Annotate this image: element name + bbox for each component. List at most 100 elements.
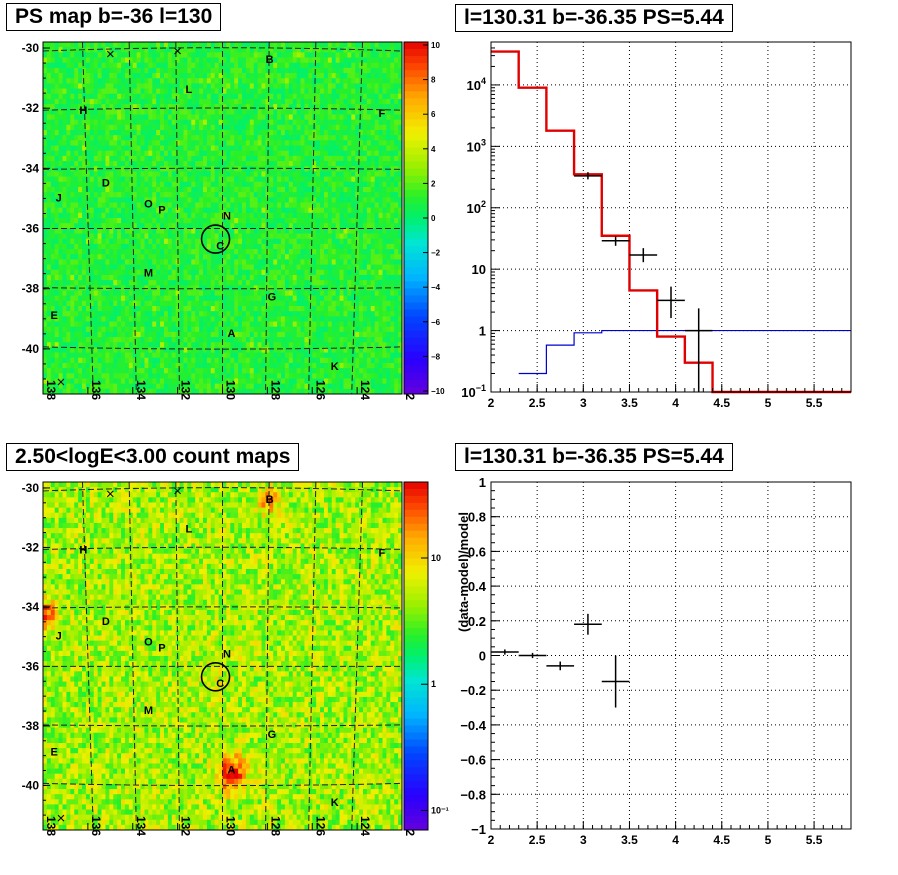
tl-map-pixel [140, 166, 145, 172]
tl-map-pixel [128, 280, 134, 286]
tl-map-pixel [140, 88, 145, 95]
tl-map-pixel [202, 119, 208, 126]
tl-map-pixel [199, 176, 204, 183]
tl-map-pixel [222, 98, 227, 105]
tl-map-pixel [58, 57, 63, 64]
tl-map-pixel [242, 67, 247, 74]
tl-map-pixel [46, 306, 52, 312]
tl-map-pixel [347, 171, 352, 177]
tl-map-pixel [308, 228, 313, 234]
tl-map-pixel [156, 78, 161, 84]
tl-map-pixel [281, 93, 286, 100]
tl-map-pixel [54, 290, 60, 297]
tl-map-pixel [50, 218, 56, 224]
tl-map-pixel [242, 171, 247, 177]
tl-map-pixel [187, 192, 192, 198]
tl-map-pixel [273, 316, 278, 322]
tl-map-pixel [121, 135, 126, 141]
tl-map-pixel [66, 311, 71, 317]
tl-map-pixel [148, 186, 153, 193]
tl-map-pixel [284, 78, 290, 84]
tl-map-pixel [156, 62, 161, 69]
tl-map-pixel [312, 274, 317, 281]
tl-map-pixel [218, 166, 223, 172]
tl-map-pixel [355, 186, 360, 193]
tl-map-pixel [210, 311, 216, 317]
tl-map-pixel [93, 181, 99, 188]
tl-map-pixel [121, 186, 126, 193]
tl-map-pixel [230, 192, 235, 198]
tl-map-pixel [148, 145, 153, 152]
tl-map-pixel [183, 285, 188, 291]
tl-map-pixel [54, 119, 60, 126]
tl-map-pixel [323, 73, 329, 79]
tl-map-pixel [140, 67, 145, 74]
tl-map-pixel [370, 52, 376, 58]
tl-map-pixel [238, 269, 243, 276]
tl-map-pixel [230, 47, 235, 53]
tl-map-pixel [249, 306, 255, 312]
tl-map-pixel [382, 311, 387, 317]
tl-map-pixel [296, 285, 301, 291]
tl-map-pixel [101, 228, 106, 234]
tl-map-pixel [390, 150, 395, 157]
tl-map-pixel [398, 218, 403, 224]
tl-map-pixel [281, 207, 286, 214]
tl-map-pixel [202, 47, 208, 53]
tl-map-pixel [97, 269, 102, 276]
tl-map-pixel [238, 264, 243, 271]
tl-map-pixel [179, 135, 184, 141]
tl-map-pixel [226, 150, 231, 157]
tl-map-pixel [277, 119, 282, 126]
tl-map-pixel [105, 104, 110, 110]
tl-map-pixel [54, 186, 60, 193]
tl-map-pixel [128, 207, 134, 214]
tl-map-pixel [304, 290, 309, 297]
tl-map-pixel [175, 109, 180, 115]
tl-map-pixel [316, 306, 321, 312]
tl-map-pixel [378, 254, 383, 260]
tl-map-pixel [331, 249, 337, 255]
tl-map-pixel [316, 109, 321, 115]
tl-map-pixel [62, 171, 67, 177]
tl-map-pixel [101, 119, 106, 126]
tl-map-pixel [179, 124, 184, 131]
tl-map-pixel [273, 109, 278, 115]
tl-map-pixel [386, 78, 391, 84]
tl-map-pixel [187, 135, 192, 141]
tl-map-pixel [132, 228, 138, 234]
tl-map-pixel [148, 176, 153, 183]
tl-map-pixel [284, 135, 290, 141]
tl-map-pixel [82, 109, 87, 115]
tl-map-pixel [121, 109, 126, 115]
tl-map-pixel [93, 114, 99, 121]
tl-map-pixel [183, 264, 188, 271]
tl-map-pixel [273, 145, 278, 152]
tl-map-pixel [390, 135, 395, 141]
tl-map-pixel [195, 83, 200, 89]
tl-map-pixel [343, 47, 348, 53]
tl-map-pixel [105, 161, 110, 167]
tl-map-pixel [292, 207, 298, 214]
tl-map-pixel [331, 171, 337, 177]
tl-map-pixel [101, 104, 106, 110]
tl-map-pixel [195, 300, 200, 307]
tl-map-pixel [327, 274, 333, 281]
tl-map-pixel [74, 311, 79, 317]
tl-map-pixel [183, 316, 188, 322]
tl-map-pixel [74, 223, 79, 229]
tl-map-pixel [148, 269, 153, 276]
tl-map-pixel [93, 290, 99, 297]
tl-map-pixel [46, 249, 52, 255]
tl-map-pixel [281, 88, 286, 95]
tl-map-pixel [394, 83, 399, 89]
tl-map-pixel [113, 130, 118, 136]
tl-map-pixel [316, 114, 321, 121]
tl-map-pixel [323, 140, 329, 146]
tl-map-pixel [335, 212, 340, 219]
tl-map-pixel [66, 114, 71, 121]
tl-map-pixel [144, 197, 149, 203]
tl-map-pixel [261, 249, 266, 255]
tl-map-pixel [390, 274, 395, 281]
tl-map-pixel [312, 155, 317, 162]
